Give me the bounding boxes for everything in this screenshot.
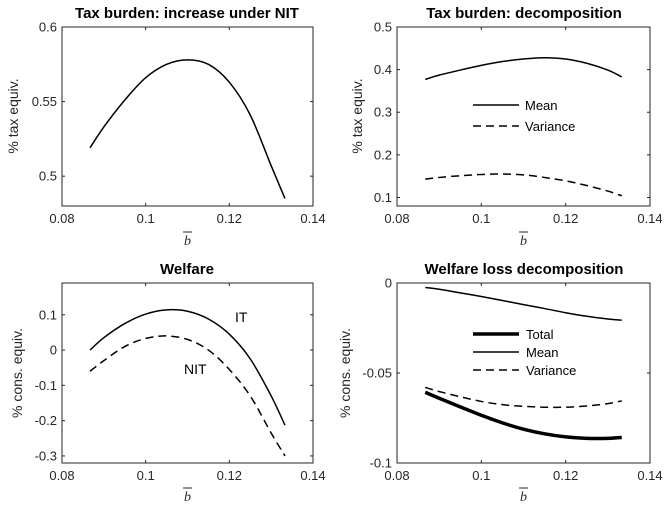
tick-labels: 0.08 0.1 0.12 0.14 -0.3 -0.2 -0.1 0 0.1 [35,307,326,483]
x-axis-label: b [183,487,192,505]
x-tick-label: 0.12 [217,211,242,226]
legend-label-variance: Variance [526,363,576,378]
legend-label-total: Total [526,327,554,342]
tick-marks [61,283,314,463]
series-line-main [89,59,286,199]
series-line-it [89,308,286,426]
legend-label-mean: Mean [525,98,558,113]
x-tick-label: 0.1 [472,468,490,483]
x-label-text: b [520,234,527,249]
series-line-variance [425,386,622,409]
y-tick-label: 0.1 [374,190,392,205]
plot-box [396,26,651,207]
x-tick-label: 0.1 [137,211,155,226]
y-tick-label: 0.5 [39,169,57,184]
x-tick-label: 0.14 [300,211,325,226]
annotation-nit: NIT [184,361,207,377]
panel-title: Tax burden: decomposition [426,5,622,22]
series-lines [424,286,622,441]
legend: Mean Variance [473,98,575,134]
panel-title: Welfare [160,261,214,278]
x-tick-label: 0.14 [637,468,662,483]
plot-box [396,282,651,464]
y-tick-label: -0.1 [370,456,392,471]
x-tick-label: 0.12 [217,468,242,483]
y-tick-label: -0.05 [362,366,392,381]
x-tick-label: 0.1 [137,468,155,483]
y-tick-label: 0 [385,276,392,291]
y-tick-label: -0.3 [35,448,57,463]
y-tick-label: 0.6 [39,20,57,35]
panel-title: Tax burden: increase under NIT [75,5,299,22]
panel-title: Welfare loss decomposition [425,261,624,278]
x-tick-label: 0.08 [49,468,74,483]
tick-marks [396,26,651,206]
x-tick-label: 0.12 [553,468,578,483]
tick-marks [61,26,314,206]
x-label-text: b [184,234,191,249]
tick-marks [396,282,651,464]
y-tick-label: -0.1 [35,378,57,393]
legend: Total Mean Variance [473,327,576,378]
series-line-variance [425,173,622,197]
y-tick-label: 0.55 [32,94,57,109]
legend-label-mean: Mean [526,345,559,360]
y-axis-label: % cons. equiv. [337,328,353,418]
y-tick-label: 0.2 [374,147,392,162]
x-tick-label: 0.08 [384,211,409,226]
annotation-it: IT [235,309,248,325]
x-axis-label: b [519,231,528,249]
panel-welfare-loss-decomposition: Welfare loss decomposition 0.08 0.1 0.12 0.… [337,261,663,505]
panel-tax-burden-decomposition: Tax burden: decomposition 0.08 0.1 0.12 0.1… [349,5,663,249]
x-axis-label: b [519,487,528,505]
tick-labels: 0.08 0.1 0.12 0.14 0.5 0.55 0.6 [32,20,326,227]
tick-labels: 0.08 0.1 0.12 0.14 -0.1 -0.05 0 [362,276,662,484]
y-axis-label: % tax equiv. [5,78,21,153]
y-axis-label: % cons. equiv. [9,328,25,418]
plot-box [61,26,314,207]
y-axis-label: % tax equiv. [349,78,365,153]
y-tick-label: 0.1 [39,307,57,322]
series-line-nit [89,335,286,457]
series-lines [89,59,286,199]
x-label-text: b [520,490,527,505]
y-tick-label: 0 [50,343,57,358]
series-line-mean [425,286,622,322]
x-tick-label: 0.12 [553,211,578,226]
x-axis-label: b [183,231,192,249]
x-tick-label: 0.08 [384,468,409,483]
y-tick-label: 0.5 [374,20,392,35]
series-lines [425,56,623,197]
panel-tax-burden-increase: Tax burden: increase under NIT 0.08 0.1 0.… [5,5,326,249]
x-tick-label: 0.08 [49,211,74,226]
series-line-total [424,390,622,441]
x-tick-label: 0.14 [637,211,662,226]
y-tick-label: 0.3 [374,105,392,120]
x-tick-label: 0.1 [472,211,490,226]
series-line-mean [425,56,623,81]
legend-label-variance: Variance [525,119,575,134]
tick-labels: 0.08 0.1 0.12 0.14 0.1 0.2 0.3 0.4 0.5 [374,20,663,227]
y-tick-label: -0.2 [35,413,57,428]
x-label-text: b [184,490,191,505]
y-tick-label: 0.4 [374,62,392,77]
panel-welfare: Welfare 0.08 0.1 0.12 0.14-0.3-0.2-0.100.1 … [9,261,326,505]
series-lines [89,308,286,457]
x-tick-label: 0.14 [300,468,325,483]
